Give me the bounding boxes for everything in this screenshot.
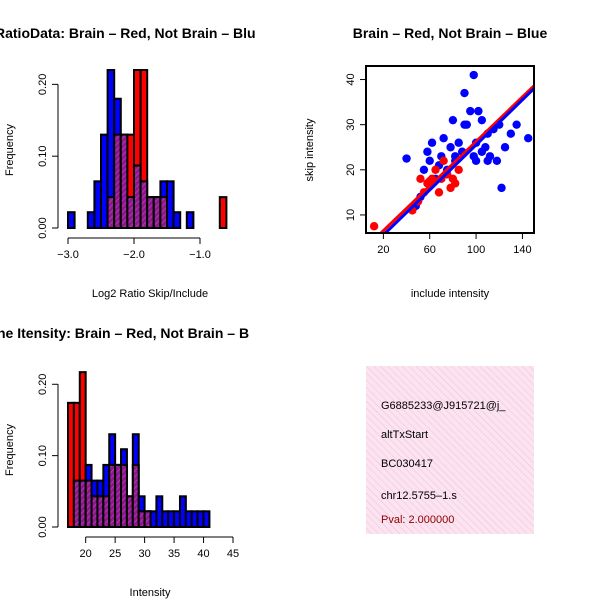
y-tick-label: 10: [345, 209, 357, 221]
point-brain: [451, 179, 460, 188]
point-not-brain: [469, 70, 478, 80]
y-tick-label: 0.10: [37, 145, 49, 166]
y-tick-label: 0.00: [37, 217, 49, 238]
point-not-brain: [500, 143, 510, 152]
y-tick-label: 20: [345, 164, 357, 176]
point-brain: [434, 188, 444, 197]
point-not-brain: [446, 143, 455, 152]
info-location: chr12.5755–1.s: [381, 490, 457, 502]
point-not-brain: [477, 147, 487, 156]
ratio-histogram: RatioData: Brain – Red, Not Brain – Blu …: [0, 25, 256, 300]
point-not-brain: [471, 156, 481, 165]
bar-brain: [218, 196, 228, 229]
point-brain: [454, 165, 463, 175]
x-tick-label: 60: [424, 244, 436, 256]
x-tick-label: 25: [109, 548, 121, 560]
bar-not-brain: [185, 211, 195, 229]
bar-not-brain: [172, 211, 182, 229]
y-tick-label: 30: [345, 119, 357, 131]
x-tick-label: −2.0: [123, 249, 145, 261]
point-not-brain: [466, 106, 475, 116]
plot-frame: [365, 65, 535, 234]
point-not-brain: [460, 120, 469, 129]
ratio-ylabel: Frequency: [4, 124, 16, 176]
point-brain: [369, 222, 379, 231]
intensity-histogram: ne Itensity: Brain – Red, Not Brain – B …: [0, 325, 249, 599]
ratio-title: RatioData: Brain – Red, Not Brain – Blu: [0, 25, 256, 41]
bar-not-brain: [202, 510, 211, 528]
point-brain: [431, 165, 440, 175]
point-not-brain: [512, 120, 521, 129]
y-tick-label: 0.20: [37, 74, 49, 95]
intensity-xlabel: Intensity: [130, 587, 171, 599]
ratio-xlabel: Log2 Ratio Skip/Include: [92, 288, 208, 300]
point-not-brain: [419, 165, 429, 175]
x-tick-label: 45: [227, 548, 239, 560]
x-tick-label: 20: [80, 548, 92, 560]
y-tick-label: 40: [345, 73, 357, 85]
x-tick-label: 100: [467, 244, 485, 256]
scatter-plot-area: [369, 70, 534, 233]
y-tick-label: 0.10: [37, 445, 49, 466]
point-not-brain: [460, 88, 469, 98]
scatter-title: Brain – Red, Not Brain – Blue: [353, 25, 548, 41]
info-pval: Pval: 2.000000: [381, 514, 454, 526]
x-tick-label: 140: [513, 244, 531, 256]
scatter-ylabel: skip intensity: [304, 118, 316, 181]
point-not-brain: [454, 138, 463, 147]
info-id: G6885233@J915721@j_: [381, 400, 506, 412]
point-not-brain: [477, 115, 487, 125]
x-tick-label: 30: [138, 548, 150, 560]
x-tick-label: 35: [168, 548, 180, 560]
point-not-brain: [423, 147, 432, 156]
x-tick-label: 20: [377, 244, 389, 256]
point-not-brain: [524, 134, 533, 143]
intensity-title: ne Itensity: Brain – Red, Not Brain – B: [0, 325, 249, 341]
fit-line-not-brain: [383, 87, 534, 233]
info-accession: BC030417: [381, 458, 433, 470]
point-not-brain: [506, 129, 516, 138]
point-not-brain: [497, 183, 506, 193]
point-not-brain: [402, 154, 411, 163]
intensity-ylabel: Frequency: [4, 424, 16, 476]
bar-not-brain: [67, 211, 76, 229]
info-panel: G6885233@J915721@j_ altTxStart BC030417 …: [366, 366, 534, 534]
y-tick-label: 0.20: [37, 374, 49, 395]
point-not-brain: [439, 134, 448, 143]
info-type: altTxStart: [381, 429, 428, 441]
x-tick-label: 40: [197, 548, 209, 560]
scatter-plot: Brain – Red, Not Brain – Blue skip inten…: [304, 25, 547, 300]
point-not-brain: [448, 115, 458, 125]
point-brain: [439, 156, 448, 165]
point-brain: [416, 174, 425, 184]
x-tick-label: −1.0: [189, 249, 211, 261]
point-not-brain: [474, 106, 483, 116]
y-tick-label: 0.00: [37, 516, 49, 537]
info-panel-background: [366, 366, 534, 534]
bar-not-brain: [166, 180, 175, 229]
point-not-brain: [483, 156, 492, 165]
point-not-brain: [425, 156, 434, 165]
point-not-brain: [492, 156, 502, 165]
x-tick-label: −3.0: [57, 249, 79, 261]
fit-line-brain: [378, 84, 534, 233]
point-not-brain: [427, 138, 437, 147]
scatter-xlabel: include intensity: [411, 288, 490, 300]
